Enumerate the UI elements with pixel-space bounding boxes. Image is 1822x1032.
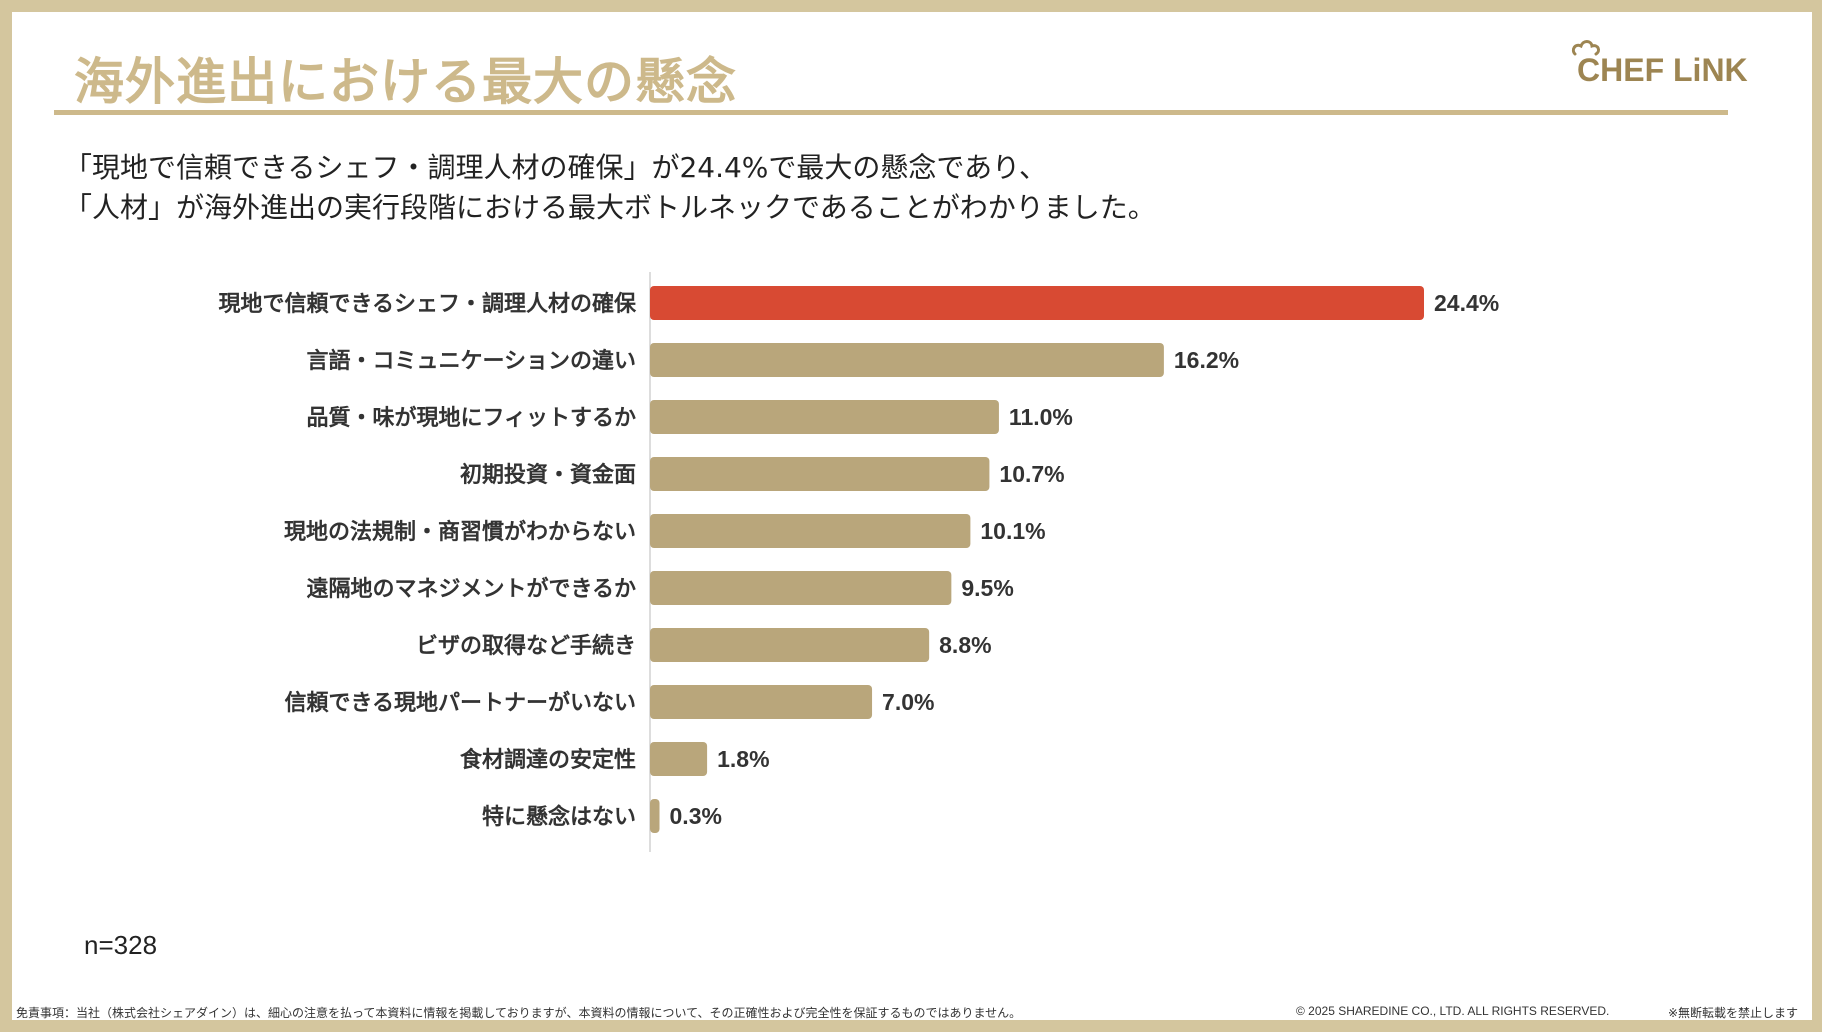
bar (650, 286, 1424, 320)
category-label: 遠隔地のマネジメントができるか (306, 576, 636, 602)
chef-hat-icon (1571, 40, 1601, 56)
bar (650, 628, 930, 662)
bar-chart: 現地で信頼できるシェフ・調理人材の確保 24.4% 言語・コミュニケーションの違い 1… (218, 272, 1499, 852)
data-label: 9.5% (961, 575, 1013, 601)
bar (650, 742, 708, 776)
bar (650, 514, 971, 548)
title-divider (54, 110, 1728, 115)
category-label: 初期投資・資金面 (460, 462, 636, 488)
category-label: 信頼できる現地パートナーがいない (284, 690, 636, 716)
category-label: 特に懸念はない (482, 804, 636, 830)
data-label: 24.4% (1434, 290, 1499, 316)
bar (650, 799, 660, 833)
category-label: 現地の法規制・商習慣がわからない (284, 519, 636, 545)
bar (650, 400, 999, 434)
data-label: 10.7% (999, 461, 1064, 487)
reprint-notice: ※無断転載を禁止します (1668, 1006, 1799, 1020)
category-label: 品質・味が現地にフィットするか (306, 405, 636, 431)
category-label: ビザの取得など手続き (416, 633, 636, 659)
data-label: 7.0% (882, 689, 934, 715)
brand-logo: CHEF LiNK (1571, 40, 1748, 89)
lead-line-1: 「現地で信頼できるシェフ・調理人材の確保」が24.4%で最大の懸念であり、 (64, 151, 1047, 184)
lead-line-2: 「人材」が海外進出の実行段階における最大ボトルネックであることがわかりました。 (64, 191, 1156, 224)
bar (650, 571, 952, 605)
data-label: 8.8% (939, 632, 991, 658)
data-label: 10.1% (980, 518, 1045, 544)
data-label: 1.8% (717, 746, 769, 772)
category-label: 現地で信頼できるシェフ・調理人材の確保 (218, 291, 637, 317)
slide: 海外進出における最大の懸念 CHEF LiNK 「現地で信頼できるシェフ・調理人… (12, 12, 1812, 1020)
data-label: 0.3% (670, 803, 722, 829)
category-label: 食材調達の安定性 (460, 747, 636, 773)
logo-text: CHEF LiNK (1577, 52, 1748, 88)
data-label: 16.2% (1174, 347, 1239, 373)
disclaimer: 免責事項：当社（株式会社シェアダイン）は、細心の注意を払って本資料に情報を掲載し… (16, 1006, 1022, 1020)
page-title: 海外進出における最大の懸念 (74, 53, 737, 111)
category-label: 言語・コミュニケーションの違い (306, 348, 636, 374)
bar (650, 685, 873, 719)
sample-size: n=328 (84, 930, 158, 960)
copyright: © 2025 SHAREDINE CO., LTD. ALL RIGHTS RE… (1296, 1004, 1610, 1018)
bar (650, 343, 1164, 377)
bar (650, 457, 990, 491)
lead-text: 「現地で信頼できるシェフ・調理人材の確保」が24.4%で最大の懸念であり、 「人… (64, 148, 1156, 228)
data-label: 11.0% (1009, 404, 1073, 430)
